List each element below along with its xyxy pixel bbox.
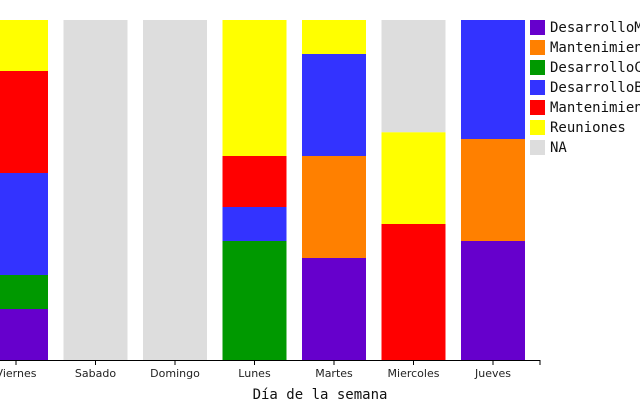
bar-segment-0-5 — [0, 20, 48, 71]
bar-segment-0-0 — [0, 309, 48, 360]
legend-swatch — [530, 120, 545, 135]
bar-segment-1-6 — [63, 20, 128, 360]
bar-segment-0-3 — [0, 173, 48, 275]
legend-swatch — [530, 20, 545, 35]
legend-label: Mantenimient — [550, 40, 640, 56]
bars-group — [0, 20, 525, 360]
x-axis: Viernes Sabado Domingo Lunes Martes Miercoles… — [0, 360, 541, 380]
x-tick-label: Martes — [315, 367, 353, 380]
legend: DesarrolloMe Mantenimient DesarrolloCh Desa… — [530, 20, 640, 156]
legend-swatch — [530, 80, 545, 95]
x-tick-label: Miercoles — [388, 367, 440, 380]
bar-segment-3-2 — [222, 241, 287, 360]
bar-segment-6-0 — [461, 241, 525, 360]
x-tick-label: Lunes — [238, 367, 271, 380]
legend-label: Mantenimient — [550, 100, 640, 116]
bar-segment-5-4 — [381, 224, 446, 360]
legend-swatch — [530, 100, 545, 115]
bar-segment-4-1 — [302, 156, 366, 258]
bar-segment-4-5 — [302, 20, 366, 54]
bar-segment-6-3 — [461, 20, 525, 139]
legend-label: Reuniones — [550, 120, 626, 136]
x-tick-label: Viernes — [0, 367, 37, 380]
x-tick-label: Sabado — [75, 367, 116, 380]
legend-label: NA — [550, 140, 567, 156]
x-tick-label: Domingo — [150, 367, 200, 380]
bar-segment-3-3 — [222, 207, 287, 241]
bar-segment-3-4 — [222, 156, 287, 207]
legend-label: DesarrolloCh — [550, 60, 640, 76]
bar-segment-3-5 — [222, 20, 287, 156]
legend-swatch — [530, 140, 545, 155]
bar-segment-4-0 — [302, 258, 366, 360]
bar-segment-0-4 — [0, 71, 48, 173]
x-axis-title: Día de la semana — [253, 387, 388, 400]
bar-segment-5-5 — [381, 132, 446, 224]
x-tick-label: Jueves — [474, 367, 511, 380]
legend-label: DesarrolloMe — [550, 20, 640, 36]
bar-segment-6-1 — [461, 139, 525, 241]
legend-label: DesarrolloBl — [550, 80, 640, 96]
bar-segment-0-2 — [0, 275, 48, 309]
bar-segment-5-6 — [381, 20, 446, 133]
legend-swatch — [530, 60, 545, 75]
bar-segment-4-3 — [302, 54, 366, 156]
bar-segment-2-6 — [143, 20, 207, 360]
legend-swatch — [530, 40, 545, 55]
